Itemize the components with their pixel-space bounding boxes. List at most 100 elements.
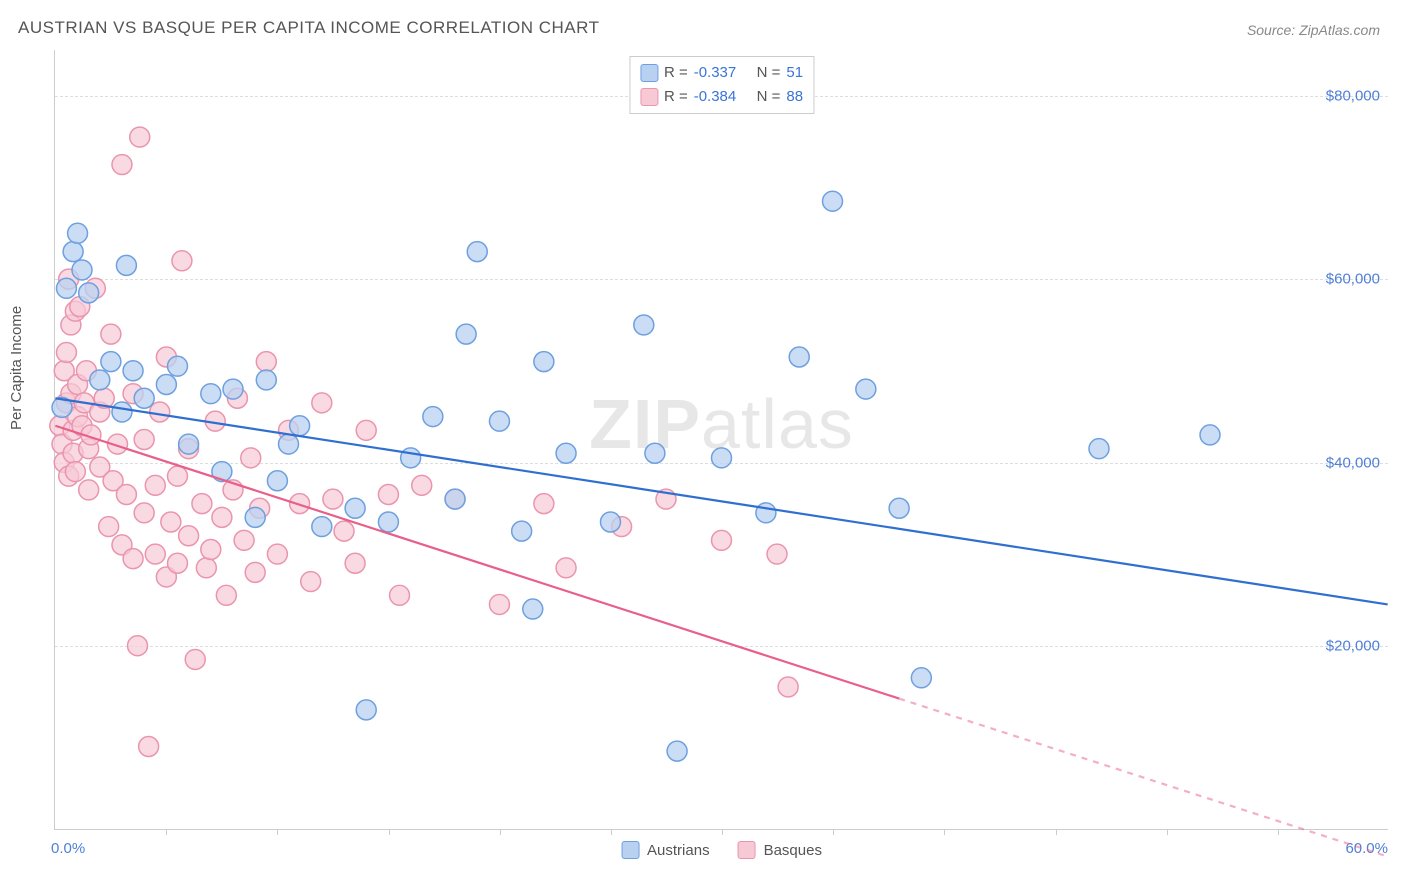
- stats-r-label: R =: [664, 85, 688, 109]
- x-tick: [277, 829, 278, 835]
- scatter-point-austrians: [90, 370, 110, 390]
- scatter-point-basques: [192, 494, 212, 514]
- scatter-point-austrians: [512, 521, 532, 541]
- scatter-point-austrians: [489, 411, 509, 431]
- scatter-point-austrians: [345, 498, 365, 518]
- stats-n-value-austrians: 51: [786, 61, 803, 85]
- scatter-point-basques: [345, 553, 365, 573]
- stats-r-value-austrians: -0.337: [694, 61, 737, 85]
- scatter-point-basques: [99, 517, 119, 537]
- swatch-austrians-icon: [640, 64, 658, 82]
- scatter-point-austrians: [134, 388, 154, 408]
- scatter-point-austrians: [290, 416, 310, 436]
- scatter-point-austrians: [167, 356, 187, 376]
- scatter-point-basques: [65, 462, 85, 482]
- scatter-point-austrians: [378, 512, 398, 532]
- stats-n-label: N =: [757, 61, 781, 85]
- scatter-point-austrians: [201, 384, 221, 404]
- x-tick: [722, 829, 723, 835]
- scatter-point-basques: [101, 324, 121, 344]
- swatch-basques-icon: [640, 88, 658, 106]
- scatter-point-austrians: [401, 448, 421, 468]
- scatter-point-austrians: [101, 352, 121, 372]
- scatter-point-austrians: [223, 379, 243, 399]
- scatter-point-austrians: [1089, 439, 1109, 459]
- scatter-point-austrians: [56, 278, 76, 298]
- scatter-point-austrians: [356, 700, 376, 720]
- x-tick: [611, 829, 612, 835]
- scatter-point-austrians: [756, 503, 776, 523]
- x-tick: [944, 829, 945, 835]
- scatter-point-basques: [167, 466, 187, 486]
- x-axis-min-label: 0.0%: [51, 840, 85, 857]
- scatter-point-basques: [145, 544, 165, 564]
- scatter-point-austrians: [456, 324, 476, 344]
- scatter-point-austrians: [600, 512, 620, 532]
- scatter-point-basques: [172, 251, 192, 271]
- stats-n-value-basques: 88: [786, 85, 803, 109]
- scatter-point-basques: [79, 480, 99, 500]
- scatter-point-basques: [130, 127, 150, 147]
- scatter-point-basques: [201, 539, 221, 559]
- scatter-point-austrians: [445, 489, 465, 509]
- stats-box: R = -0.337 N = 51 R = -0.384 N = 88: [629, 56, 814, 114]
- scatter-point-basques: [267, 544, 287, 564]
- scatter-point-austrians: [523, 599, 543, 619]
- scatter-point-basques: [767, 544, 787, 564]
- scatter-point-basques: [334, 521, 354, 541]
- scatter-point-austrians: [889, 498, 909, 518]
- scatter-point-basques: [128, 636, 148, 656]
- legend-swatch-austrians-icon: [621, 841, 639, 859]
- stats-row-austrians: R = -0.337 N = 51: [640, 61, 803, 85]
- legend: Austrians Basques: [621, 841, 822, 859]
- scatter-point-austrians: [467, 242, 487, 262]
- scatter-point-basques: [212, 507, 232, 527]
- scatter-point-austrians: [79, 283, 99, 303]
- trend-line-extrapolated-basques: [899, 699, 1388, 857]
- scatter-point-basques: [56, 342, 76, 362]
- scatter-point-austrians: [256, 370, 276, 390]
- source-attribution: Source: ZipAtlas.com: [1247, 22, 1380, 38]
- plot-area: ZIPatlas $20,000$40,000$60,000$80,000 R …: [54, 50, 1388, 830]
- scatter-point-basques: [356, 420, 376, 440]
- scatter-point-austrians: [789, 347, 809, 367]
- scatter-point-austrians: [712, 448, 732, 468]
- scatter-point-basques: [256, 352, 276, 372]
- scatter-point-austrians: [312, 517, 332, 537]
- scatter-point-austrians: [63, 242, 83, 262]
- source-name: ZipAtlas.com: [1299, 22, 1380, 38]
- scatter-point-basques: [123, 549, 143, 569]
- scatter-point-basques: [390, 585, 410, 605]
- scatter-point-austrians: [634, 315, 654, 335]
- scatter-point-austrians: [1200, 425, 1220, 445]
- scatter-point-austrians: [667, 741, 687, 761]
- scatter-point-basques: [196, 558, 216, 578]
- scatter-point-austrians: [156, 375, 176, 395]
- x-tick: [1278, 829, 1279, 835]
- scatter-point-basques: [134, 503, 154, 523]
- stats-r-label: R =: [664, 61, 688, 85]
- scatter-point-austrians: [645, 443, 665, 463]
- chart-title: AUSTRIAN VS BASQUE PER CAPITA INCOME COR…: [18, 18, 599, 38]
- scatter-point-basques: [301, 572, 321, 592]
- legend-item-basques: Basques: [738, 841, 822, 859]
- x-tick: [500, 829, 501, 835]
- scatter-point-austrians: [911, 668, 931, 688]
- legend-swatch-basques-icon: [738, 841, 756, 859]
- x-tick: [389, 829, 390, 835]
- scatter-point-basques: [556, 558, 576, 578]
- scatter-point-basques: [185, 649, 205, 669]
- scatter-point-austrians: [534, 352, 554, 372]
- scatter-point-basques: [241, 448, 261, 468]
- scatter-point-austrians: [267, 471, 287, 491]
- source-prefix: Source:: [1247, 22, 1299, 38]
- scatter-point-basques: [778, 677, 798, 697]
- stats-n-label: N =: [757, 85, 781, 109]
- scatter-point-basques: [179, 526, 199, 546]
- scatter-point-basques: [116, 485, 136, 505]
- scatter-point-basques: [378, 485, 398, 505]
- stats-row-basques: R = -0.384 N = 88: [640, 85, 803, 109]
- scatter-point-basques: [323, 489, 343, 509]
- scatter-point-austrians: [72, 260, 92, 280]
- scatter-point-basques: [145, 475, 165, 495]
